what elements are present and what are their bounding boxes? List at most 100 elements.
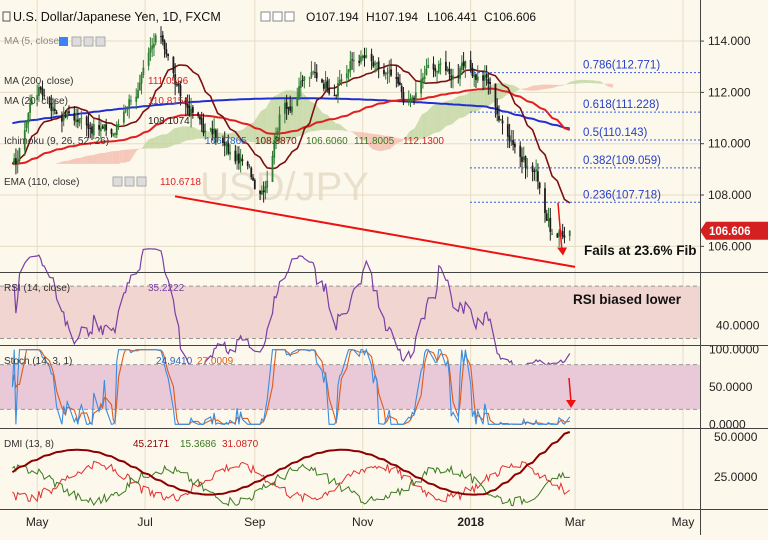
close-icon[interactable] bbox=[136, 176, 147, 187]
candle-body bbox=[324, 82, 327, 89]
cloud-segment bbox=[563, 84, 566, 86]
candle-body bbox=[209, 128, 212, 130]
candle-body bbox=[16, 160, 19, 165]
cloud-segment bbox=[133, 148, 136, 156]
candle-body bbox=[446, 68, 449, 71]
settings-icon[interactable] bbox=[272, 11, 283, 22]
cloud-segment bbox=[467, 92, 470, 115]
x-tick-label: 2018 bbox=[457, 515, 484, 529]
rsi-annotation: RSI biased lower bbox=[573, 292, 682, 307]
candle-body bbox=[287, 107, 290, 109]
legend-ichimoku[interactable]: Ichimoku (9, 26, 52, 26) bbox=[4, 136, 109, 147]
legend-stoch[interactable]: Stoch (14, 3, 1) bbox=[4, 356, 72, 367]
settings-icon[interactable] bbox=[124, 176, 135, 187]
candle-body bbox=[89, 127, 92, 129]
legend-ma-short[interactable]: MA (5, close) bbox=[4, 36, 62, 47]
settings-icon[interactable] bbox=[71, 36, 82, 47]
candle-body bbox=[436, 71, 438, 73]
ma-20-value: 108.1074 bbox=[148, 116, 190, 127]
cloud-segment bbox=[59, 162, 61, 164]
cloud-segment bbox=[455, 97, 458, 122]
candle-body bbox=[308, 77, 311, 79]
x-tick-label: May bbox=[26, 515, 49, 529]
legend-ma-200[interactable]: MA (200, close) bbox=[4, 76, 73, 87]
candle-body bbox=[398, 82, 401, 86]
cloud-segment bbox=[108, 151, 111, 164]
candle-body bbox=[414, 92, 417, 100]
cloud-segment bbox=[205, 130, 208, 139]
cloud-segment bbox=[582, 79, 589, 84]
candle-body bbox=[473, 74, 476, 78]
dmi-pane[interactable] bbox=[0, 429, 700, 509]
cloud-segment bbox=[259, 111, 261, 144]
add-icon[interactable] bbox=[83, 36, 94, 47]
cloud-segment bbox=[358, 132, 360, 140]
candle-body bbox=[253, 179, 256, 190]
legend-ema[interactable]: EMA (110, close) bbox=[4, 177, 79, 188]
cloud-segment bbox=[538, 84, 541, 91]
cloud-segment bbox=[476, 89, 479, 112]
ichimoku-value-4: 111.8005 bbox=[354, 136, 395, 147]
cloud-segment bbox=[589, 80, 592, 84]
cloud-segment bbox=[545, 84, 551, 89]
candle-body bbox=[222, 137, 224, 144]
candle-body bbox=[126, 108, 129, 110]
cloud-segment bbox=[347, 130, 353, 133]
collapse-icon[interactable] bbox=[2, 11, 11, 22]
candle-body bbox=[53, 108, 56, 112]
legend-dmi[interactable]: DMI (13, 8) bbox=[4, 439, 54, 450]
candle-body bbox=[508, 135, 511, 141]
candle-body bbox=[289, 106, 292, 111]
candle-body bbox=[372, 61, 375, 67]
visibility-icon[interactable] bbox=[112, 176, 123, 187]
cloud-segment bbox=[607, 83, 613, 88]
cloud-segment bbox=[382, 135, 385, 151]
cloud-segment bbox=[527, 86, 530, 91]
cloud-segment bbox=[526, 87, 528, 91]
candle-body bbox=[365, 55, 368, 58]
candle-body bbox=[103, 124, 106, 130]
cloud-segment bbox=[106, 152, 109, 164]
cloud-segment bbox=[241, 129, 244, 141]
y-tick-label: 112.000 bbox=[708, 85, 751, 99]
candle-body bbox=[299, 80, 302, 88]
candle-body bbox=[535, 169, 538, 172]
cloud-segment bbox=[156, 135, 159, 149]
close-icon[interactable] bbox=[284, 11, 295, 22]
more-icon[interactable] bbox=[95, 36, 106, 47]
candle-body bbox=[423, 76, 426, 79]
visibility-icon[interactable] bbox=[59, 37, 68, 46]
cloud-segment bbox=[82, 156, 84, 164]
candle-body bbox=[397, 77, 400, 84]
candle-body bbox=[124, 110, 127, 112]
eye-icon[interactable] bbox=[260, 11, 271, 22]
candle-body bbox=[568, 230, 571, 236]
cloud-segment bbox=[230, 132, 233, 140]
ichimoku-value-1: 106.7865 bbox=[205, 136, 247, 147]
cloud-segment bbox=[191, 126, 194, 140]
cloud-segment bbox=[565, 83, 567, 85]
candle-body bbox=[61, 114, 63, 122]
cloud-segment bbox=[471, 90, 477, 113]
candle-body bbox=[239, 157, 242, 162]
cloud-segment bbox=[149, 137, 155, 149]
cloud-segment bbox=[577, 79, 580, 84]
legend-rsi[interactable]: RSI (14, close) bbox=[4, 283, 70, 294]
candle-body bbox=[114, 133, 116, 135]
cloud-segment bbox=[389, 136, 392, 150]
last-price-label: 106.606 bbox=[709, 226, 751, 238]
fib-level-label: 0.786(112.771) bbox=[583, 60, 660, 72]
candle-body bbox=[68, 111, 70, 114]
cloud-segment bbox=[197, 129, 199, 139]
cloud-segment bbox=[458, 95, 465, 119]
candle-body bbox=[483, 75, 486, 81]
cloud-segment bbox=[71, 159, 74, 164]
cloud-segment bbox=[110, 151, 113, 164]
candle-body bbox=[15, 158, 17, 165]
candle-body bbox=[128, 99, 131, 110]
candle-body bbox=[386, 72, 389, 74]
cloud-segment bbox=[427, 109, 429, 138]
candle-body bbox=[514, 143, 516, 148]
cloud-segment bbox=[342, 126, 344, 131]
legend-ma-20[interactable]: MA (20, close) bbox=[4, 96, 68, 107]
